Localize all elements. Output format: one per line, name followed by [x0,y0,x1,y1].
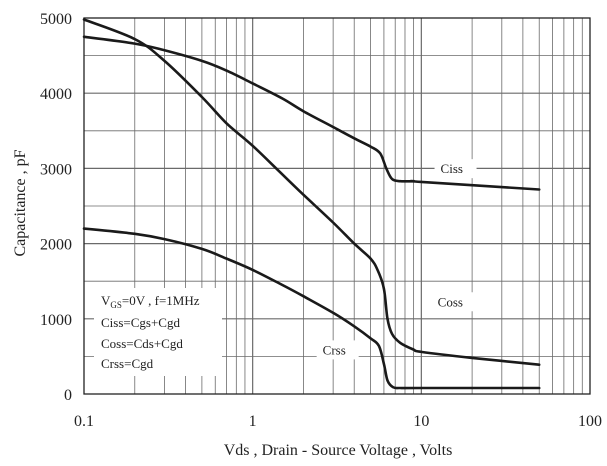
annotation-line-ciss: Ciss=Cgs+Cgd [101,315,180,330]
y-tick-label: 3000 [40,161,72,178]
curve-label-bg [316,340,359,360]
curve-label-ciss: Ciss [441,161,463,176]
x-tick-label: 0.1 [74,413,94,430]
x-axis-label: Vds , Drain - Source Voltage , Volts [224,442,453,459]
y-tick-label: 0 [64,387,72,404]
annotation-line-vgs: VGS=0V , f=1MHz [101,293,200,310]
conditions-annotation: VGS=0V , f=1MHz Ciss=Cgs+Cgd Coss=Cds+Cg… [94,288,222,376]
y-tick-label: 5000 [40,11,72,28]
curve-labels: Ciss Coss Crss [316,159,477,360]
grid-lines [84,18,590,394]
curve-crss [82,227,541,390]
curve-label-crss: Crss [323,342,346,357]
y-tick-label: 2000 [40,237,72,254]
x-tick-label: 100 [578,413,602,430]
curve-label-coss: Coss [438,294,463,309]
annotation-line-coss: Coss=Cds+Cgd [101,336,183,351]
x-tick-label: 1 [249,413,257,430]
plot-frame [83,17,591,395]
y-tick-label: 1000 [40,312,72,329]
curve-label-bg [431,292,474,312]
annotation-line-crss: Crss=Cgd [101,356,154,371]
curves [82,18,541,390]
curve-label-bg [434,159,477,179]
y-axis-label: Capacitance , pF [12,149,29,256]
y-tick-label: 4000 [40,86,72,103]
annotation-background [94,288,222,376]
x-tick-label: 10 [413,413,429,430]
curve-coss [82,18,541,366]
plot-border [83,17,591,395]
curve-ciss [82,35,541,191]
